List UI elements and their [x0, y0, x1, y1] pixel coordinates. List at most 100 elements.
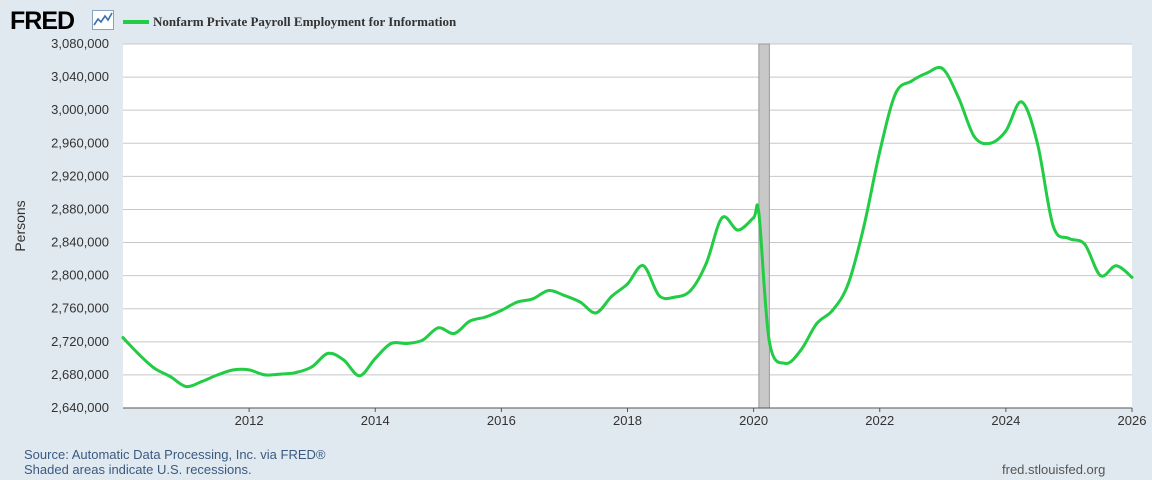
data-point: [783, 361, 787, 365]
data-point: [1035, 141, 1039, 145]
data-point: [594, 311, 598, 315]
chart-line-icon: [92, 10, 114, 30]
data-point: [846, 282, 850, 286]
x-tick-label: 2018: [613, 413, 642, 428]
data-point: [1114, 264, 1118, 268]
data-point: [562, 293, 566, 297]
chart-header: FRED Nonfarm Private Payroll Employment …: [0, 0, 1152, 40]
data-point: [452, 332, 456, 336]
y-tick-label: 2,760,000: [51, 301, 109, 316]
data-point: [862, 224, 866, 228]
data-point: [1083, 242, 1087, 246]
data-point: [988, 141, 992, 145]
data-point: [610, 294, 614, 298]
data-point: [767, 340, 771, 344]
data-point: [972, 135, 976, 139]
y-tick-label: 2,720,000: [51, 334, 109, 349]
data-point: [736, 228, 740, 232]
data-point: [799, 348, 803, 352]
x-tick-label: 2020: [739, 413, 768, 428]
data-point: [941, 67, 945, 71]
data-point: [641, 264, 645, 268]
x-tick-label: 2014: [361, 413, 390, 428]
data-point: [894, 92, 898, 96]
legend-label: Nonfarm Private Payroll Employment for I…: [153, 14, 457, 29]
legend-swatch: [123, 20, 149, 24]
data-point: [373, 356, 377, 360]
data-point: [294, 370, 298, 374]
data-point: [279, 372, 283, 376]
data-point: [815, 322, 819, 326]
x-tick-label: 2026: [1118, 413, 1147, 428]
data-point: [168, 375, 172, 379]
data-point: [957, 96, 961, 100]
y-tick-label: 2,960,000: [51, 135, 109, 150]
source-note: Source: Automatic Data Processing, Inc. …: [24, 447, 326, 462]
y-tick-label: 3,000,000: [51, 102, 109, 117]
data-point: [247, 368, 251, 372]
data-point: [689, 289, 693, 293]
data-point: [326, 351, 330, 355]
data-point: [578, 300, 582, 304]
data-point: [515, 300, 519, 304]
data-point: [357, 374, 361, 378]
data-point: [830, 308, 834, 312]
data-point: [878, 150, 882, 154]
data-point: [547, 289, 551, 293]
line-chart: 2,640,000 2,680,000 2,720,000 2,760,000 2,80…: [12, 36, 1147, 428]
data-point: [499, 308, 503, 312]
data-point: [1098, 274, 1102, 278]
series-layer: [121, 65, 1134, 389]
data-point: [200, 380, 204, 384]
fred-logo[interactable]: FRED: [10, 7, 75, 35]
data-point: [184, 384, 188, 388]
data-point: [310, 365, 314, 369]
data-point: [531, 297, 535, 301]
data-point: [436, 326, 440, 330]
data-point: [421, 338, 425, 342]
data-point: [216, 373, 220, 377]
data-point: [405, 341, 409, 345]
recession-note: Shaded areas indicate U.S. recessions.: [24, 462, 252, 477]
data-point: [263, 373, 267, 377]
y-tick-label: 2,840,000: [51, 235, 109, 250]
data-point: [1004, 129, 1008, 133]
data-point: [137, 352, 141, 356]
data-point: [1051, 224, 1055, 228]
gridlines: [123, 43, 1132, 376]
y-tick-label: 2,680,000: [51, 367, 109, 382]
x-tick-label: 2024: [991, 413, 1020, 428]
x-tick-label: 2016: [487, 413, 516, 428]
y-tick-label: 2,880,000: [51, 201, 109, 216]
x-tick-label: 2012: [235, 413, 264, 428]
data-point: [484, 315, 488, 319]
plot-area: [123, 44, 1132, 408]
data-point: [1020, 100, 1024, 104]
data-point: [657, 293, 661, 297]
data-point: [1130, 275, 1134, 279]
data-point: [231, 368, 235, 372]
data-point: [757, 212, 761, 216]
fred-url-link[interactable]: fred.stlouisfed.org: [1002, 462, 1106, 477]
data-point: [342, 358, 346, 362]
y-tick-label: 3,080,000: [51, 36, 109, 51]
data-point: [468, 319, 472, 323]
y-tick-label: 2,800,000: [51, 268, 109, 283]
y-axis-ticks: 2,640,000 2,680,000 2,720,000 2,760,000 2,80…: [51, 36, 109, 415]
data-point: [752, 216, 756, 220]
data-point: [121, 336, 125, 340]
x-tick-label: 2022: [865, 413, 894, 428]
chart-legend: Nonfarm Private Payroll Employment for I…: [123, 12, 456, 32]
data-point: [626, 282, 629, 286]
data-point: [153, 366, 157, 370]
data-point: [925, 71, 929, 75]
y-axis-label: Persons: [12, 200, 28, 251]
x-axis-ticks: 2012 2014 2016 2018 2020 2022 2024 2026: [123, 407, 1147, 428]
data-point: [1067, 236, 1071, 240]
data-point: [720, 216, 724, 220]
y-tick-label: 2,640,000: [51, 400, 109, 415]
y-tick-label: 3,040,000: [51, 69, 109, 84]
data-point: [704, 261, 708, 265]
data-point: [909, 79, 913, 83]
y-tick-label: 2,920,000: [51, 168, 109, 183]
